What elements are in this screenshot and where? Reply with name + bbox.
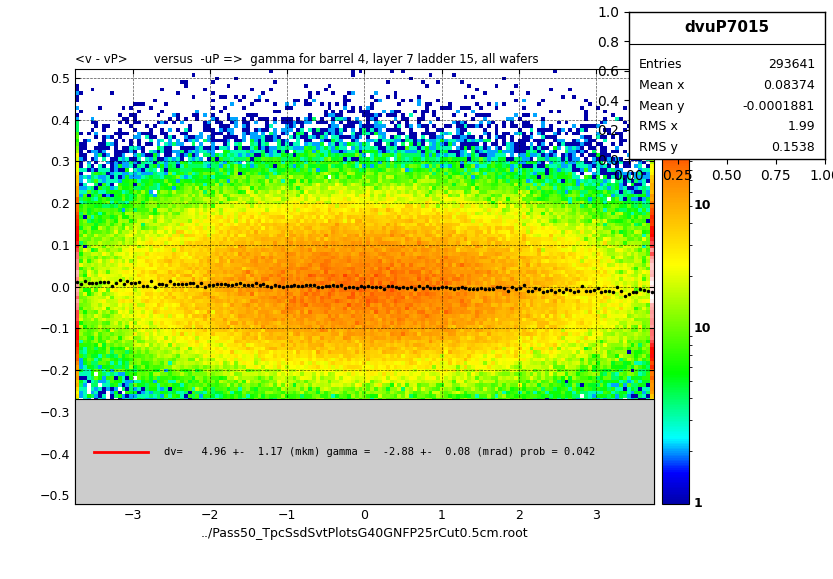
- Bar: [75, 400, 654, 504]
- Text: Mean y: Mean y: [639, 100, 684, 112]
- Bar: [629, 12, 825, 44]
- Text: <v - vP>       versus  -uP =>  gamma for barrel 4, layer 7 ladder 15, all wafers: <v - vP> versus -uP => gamma for barrel …: [75, 53, 539, 65]
- Text: 10: 10: [694, 322, 711, 335]
- Text: Mean x: Mean x: [639, 79, 684, 92]
- Text: 10: 10: [694, 199, 711, 212]
- Text: dv=   4.96 +-  1.17 (mkm) gamma =  -2.88 +-  0.08 (mrad) prob = 0.042: dv= 4.96 +- 1.17 (mkm) gamma = -2.88 +- …: [164, 446, 595, 456]
- Text: dvuP7015: dvuP7015: [684, 20, 770, 35]
- Text: RMS x: RMS x: [639, 120, 677, 133]
- Text: Entries: Entries: [639, 58, 682, 71]
- Text: 1.99: 1.99: [787, 120, 815, 133]
- Text: RMS y: RMS y: [639, 141, 677, 154]
- Text: 293641: 293641: [768, 58, 815, 71]
- X-axis label: ../Pass50_TpcSsdSvtPlotsG40GNFP25rCut0.5cm.root: ../Pass50_TpcSsdSvtPlotsG40GNFP25rCut0.5…: [201, 527, 528, 540]
- Text: -0.0001881: -0.0001881: [743, 100, 815, 112]
- Text: 1: 1: [694, 497, 703, 510]
- Text: 0.1538: 0.1538: [771, 141, 815, 154]
- Text: 0.08374: 0.08374: [763, 79, 815, 92]
